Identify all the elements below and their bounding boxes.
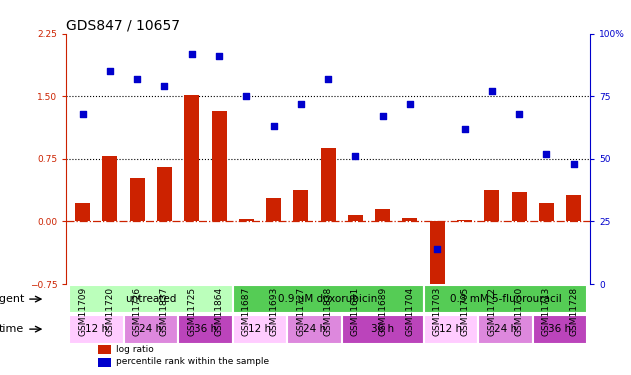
Bar: [566, 195, 581, 222]
Bar: [184, 94, 199, 222]
Bar: [478, 315, 533, 344]
Text: time: time: [0, 324, 25, 334]
Point: [214, 53, 224, 59]
Bar: [102, 156, 117, 222]
Text: agent: agent: [0, 294, 25, 304]
Bar: [75, 203, 90, 222]
Point: [241, 93, 251, 99]
Bar: [484, 190, 499, 222]
Bar: [266, 198, 281, 222]
Bar: [69, 285, 233, 314]
Bar: [233, 315, 287, 344]
Text: 0.3 mM 5-fluorouracil: 0.3 mM 5-fluorouracil: [449, 294, 562, 304]
Bar: [403, 218, 418, 222]
Point: [78, 111, 88, 117]
Point: [350, 153, 360, 159]
Point: [514, 111, 524, 117]
Bar: [124, 315, 178, 344]
Point: [187, 51, 197, 57]
Bar: [533, 315, 587, 344]
Point: [459, 126, 469, 132]
Bar: [178, 315, 233, 344]
Point: [377, 113, 387, 119]
Bar: [375, 209, 390, 222]
Point: [160, 83, 170, 89]
Bar: [512, 192, 526, 222]
Point: [132, 76, 142, 82]
Point: [296, 101, 306, 107]
Bar: [69, 315, 124, 344]
Text: 36 h: 36 h: [371, 324, 394, 334]
Bar: [130, 178, 144, 222]
Bar: [157, 167, 172, 222]
Text: 0.9 uM doxorubicin: 0.9 uM doxorubicin: [278, 294, 378, 304]
Point: [105, 68, 115, 74]
Point: [541, 151, 551, 157]
Bar: [98, 358, 111, 367]
Bar: [348, 215, 363, 222]
Bar: [293, 190, 309, 222]
Bar: [321, 148, 336, 222]
Text: log ratio: log ratio: [116, 345, 154, 354]
Bar: [457, 220, 472, 222]
Point: [432, 246, 442, 252]
Text: untreated: untreated: [125, 294, 177, 304]
Text: 36 h: 36 h: [548, 324, 572, 334]
Text: 24 h: 24 h: [494, 324, 517, 334]
Point: [487, 88, 497, 94]
Point: [569, 161, 579, 167]
Text: 12 h: 12 h: [85, 324, 108, 334]
Bar: [342, 315, 423, 344]
Bar: [233, 285, 423, 314]
Text: 12 h: 12 h: [439, 324, 463, 334]
Bar: [423, 315, 478, 344]
Text: percentile rank within the sample: percentile rank within the sample: [116, 357, 269, 366]
Point: [269, 123, 279, 129]
Bar: [98, 345, 111, 354]
Bar: [239, 219, 254, 222]
Bar: [539, 203, 554, 222]
Text: 24 h: 24 h: [139, 324, 162, 334]
Point: [323, 76, 333, 82]
Bar: [430, 222, 445, 298]
Text: 36 h: 36 h: [194, 324, 217, 334]
Point: [405, 101, 415, 107]
Bar: [287, 315, 342, 344]
Text: 12 h: 12 h: [249, 324, 271, 334]
Text: 24 h: 24 h: [303, 324, 326, 334]
Bar: [211, 111, 227, 222]
Bar: [423, 285, 587, 314]
Text: GDS847 / 10657: GDS847 / 10657: [66, 19, 180, 33]
